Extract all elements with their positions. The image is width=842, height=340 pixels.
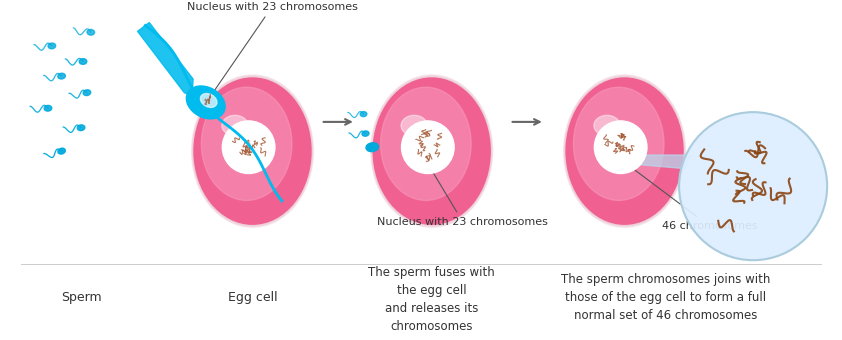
Ellipse shape [566,78,683,224]
Ellipse shape [381,87,472,200]
Text: Sperm: Sperm [61,291,101,304]
Ellipse shape [201,87,292,200]
Ellipse shape [83,90,91,96]
Polygon shape [137,22,193,96]
Ellipse shape [44,105,51,111]
Ellipse shape [373,78,490,224]
Ellipse shape [200,94,217,107]
Ellipse shape [401,115,428,136]
Ellipse shape [360,112,367,117]
Ellipse shape [565,77,684,225]
Ellipse shape [192,76,312,226]
Ellipse shape [371,76,492,226]
Ellipse shape [362,131,369,136]
Ellipse shape [186,86,225,119]
Ellipse shape [573,87,664,200]
Ellipse shape [566,78,683,224]
Text: Egg cell: Egg cell [227,291,277,304]
Ellipse shape [564,76,685,226]
Ellipse shape [221,115,248,136]
Ellipse shape [79,59,87,64]
Ellipse shape [370,75,493,227]
Text: Nucleus with 23 chromosomes: Nucleus with 23 chromosomes [187,2,357,92]
Polygon shape [640,155,690,169]
Ellipse shape [373,78,490,224]
Ellipse shape [372,77,491,225]
Ellipse shape [366,143,379,152]
Text: The sperm fuses with
the egg cell
and releases its
chromosomes: The sperm fuses with the egg cell and re… [368,266,495,333]
Text: The sperm chromosomes joins with
those of the egg cell to form a full
normal set: The sperm chromosomes joins with those o… [561,273,770,322]
Ellipse shape [58,148,66,154]
Ellipse shape [194,78,311,224]
Ellipse shape [194,78,311,224]
Circle shape [594,121,647,173]
Ellipse shape [77,125,85,131]
Circle shape [679,112,827,260]
Ellipse shape [594,115,621,136]
Circle shape [402,121,454,173]
Ellipse shape [58,73,66,79]
Text: Nucleus with 23 chromosomes: Nucleus with 23 chromosomes [377,171,548,227]
Ellipse shape [48,43,56,49]
Ellipse shape [563,75,685,227]
Ellipse shape [191,75,313,227]
Ellipse shape [87,30,94,35]
Text: 46 chromosomes: 46 chromosomes [632,168,757,231]
Circle shape [222,121,274,173]
Ellipse shape [193,77,312,225]
